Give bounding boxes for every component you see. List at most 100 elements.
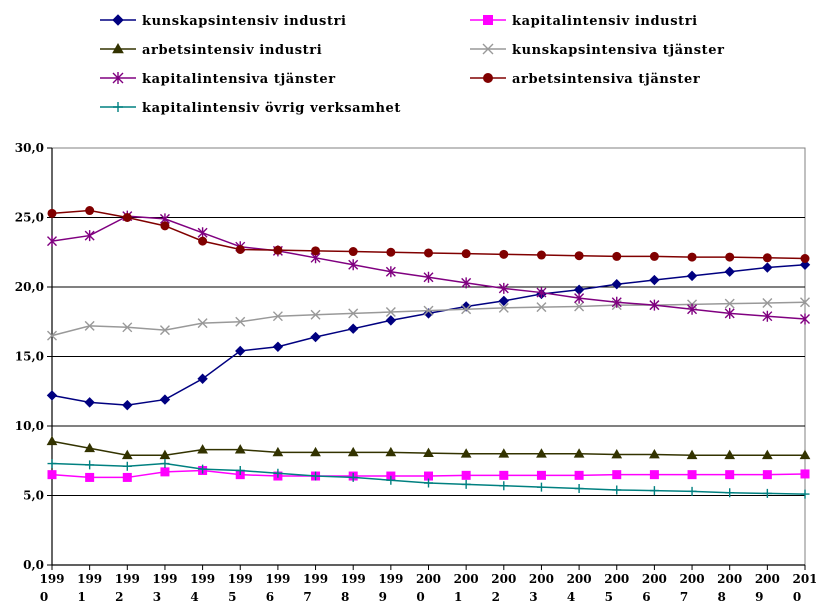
data-point [84,320,95,331]
data-point [611,279,622,290]
x-tick-label-top: 200 [642,572,667,586]
data-point [122,213,132,222]
data-point [461,470,471,480]
x-tick-label-top: 199 [152,572,177,586]
data-point [385,446,397,457]
legend-marker [113,102,123,112]
data-point [649,274,660,286]
x-tick-label-bottom: 5 [228,590,236,602]
data-point [386,475,396,485]
data-point [160,221,170,231]
data-point [347,446,359,457]
x-tick-label-bottom: 6 [642,590,650,602]
data-point [272,446,284,457]
data-point [762,262,773,273]
data-point [687,303,698,315]
data-point [46,390,58,401]
data-point [235,244,245,254]
data-point [159,449,171,460]
data-point [424,248,433,258]
data-point [611,448,623,459]
legend-item: arbetsintensiva tjänster [470,72,700,87]
data-point [386,247,396,257]
legend-marker [112,42,124,54]
data-point [800,489,810,499]
data-point [536,250,546,260]
data-point [122,322,133,333]
x-tick-label-bottom: 7 [303,590,311,602]
data-point [273,468,283,478]
data-point [47,208,57,218]
data-point [799,449,811,460]
legend-label: kapitalintensiv industri [512,14,698,29]
data-point [348,259,359,271]
data-point [762,470,772,480]
data-point [121,449,133,460]
x-tick-label-bottom: 9 [755,590,763,602]
data-point [461,249,471,259]
x-tick-label-bottom: 4 [190,590,198,602]
data-point [574,292,585,304]
y-tick-label: 5,0 [23,489,44,503]
data-point [159,394,171,405]
data-point [724,298,735,309]
data-point [47,330,57,341]
data-point [724,449,736,460]
legend-label: arbetsintensiv industri [142,43,322,58]
data-point [122,399,133,411]
data-point [423,271,434,283]
x-tick-label-top: 199 [115,572,140,586]
legend-item: kapitalintensiva tjänster [100,72,335,87]
legend-item: kunskapsintensiva tjänster [470,43,724,58]
x-tick-label-bottom: 3 [529,590,537,602]
x-tick-label-top: 200 [755,572,780,586]
data-point [84,230,95,242]
data-point [461,277,472,289]
data-point [47,470,57,480]
data-point [385,307,396,318]
data-point [160,467,170,477]
data-point [762,297,773,308]
legend-item: arbetsintensiv industri [100,42,322,58]
data-point [574,301,585,312]
data-point [460,448,472,458]
x-tick-label-top: 199 [77,572,102,586]
y-tick-label: 10,0 [15,419,44,433]
data-point [574,251,584,261]
data-point [761,449,773,460]
data-point [536,482,546,492]
x-tick-label-top: 200 [416,572,441,586]
x-tick-label-bottom: 0 [416,590,424,602]
data-point [461,479,471,489]
data-point [762,253,772,263]
data-point [85,472,95,482]
y-tick-label: 0,0 [23,558,44,572]
data-point [47,459,57,469]
data-point [84,442,96,453]
data-point [235,465,245,475]
x-tick-label-top: 199 [341,572,366,586]
x-tick-label-top: 200 [491,572,516,586]
data-point [649,448,660,459]
x-tick-label-top: 201 [792,572,816,586]
series-line [51,264,806,406]
data-point [198,464,208,474]
x-tick-label-top: 199 [190,572,215,586]
y-tick-label: 15,0 [15,350,44,364]
x-tick-label-bottom: 8 [341,590,349,602]
x-tick-label-top: 200 [717,572,742,586]
data-point [272,341,284,352]
legend-marker [483,15,493,25]
x-tick-label-bottom: 2 [492,590,500,602]
legend-item: kunskapsintensiv industri [100,14,346,29]
data-point [311,246,321,256]
data-point [687,470,697,480]
data-point [311,471,321,481]
series-kunskapsintensiva-tjänster [47,297,810,341]
data-point [160,459,170,469]
data-point [84,397,95,408]
data-point [498,295,510,307]
x-tick-label-top: 199 [39,572,64,586]
data-point [461,304,472,315]
